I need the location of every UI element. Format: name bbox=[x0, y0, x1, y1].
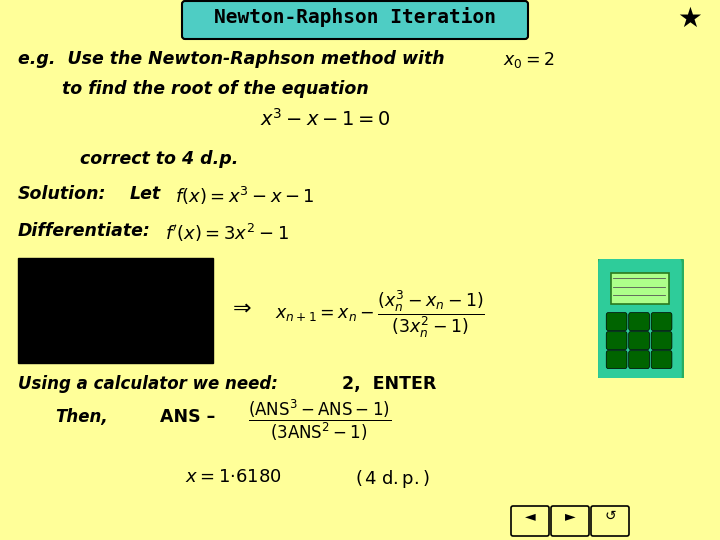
Text: ★: ★ bbox=[678, 5, 703, 33]
Bar bbox=[611, 273, 670, 305]
Text: ↺: ↺ bbox=[604, 509, 616, 523]
Text: $( \, 4 \; \mathrm{d.p.})$: $( \, 4 \; \mathrm{d.p.})$ bbox=[355, 468, 430, 490]
Text: Using a calculator we need:: Using a calculator we need: bbox=[18, 375, 289, 393]
Text: 2,  ENTER: 2, ENTER bbox=[342, 375, 436, 393]
Text: Solution:: Solution: bbox=[18, 185, 107, 203]
Text: ANS –: ANS – bbox=[160, 408, 215, 426]
Text: $f(x) = x^3 - x - 1$: $f(x) = x^3 - x - 1$ bbox=[175, 185, 315, 207]
FancyBboxPatch shape bbox=[651, 350, 672, 368]
FancyBboxPatch shape bbox=[591, 506, 629, 536]
FancyBboxPatch shape bbox=[551, 506, 589, 536]
Text: $\dfrac{(\mathrm{ANS}^3 - \mathrm{ANS} - 1)}{(3\mathrm{ANS}^2 - 1)}$: $\dfrac{(\mathrm{ANS}^3 - \mathrm{ANS} -… bbox=[248, 398, 391, 443]
FancyBboxPatch shape bbox=[182, 1, 528, 39]
FancyBboxPatch shape bbox=[629, 350, 649, 368]
Text: $x_{n+1} = x_n - \dfrac{(x_n^3 - x_n - 1)}{(3x_n^2 - 1)}$: $x_{n+1} = x_n - \dfrac{(x_n^3 - x_n - 1… bbox=[275, 288, 485, 340]
Text: $\Rightarrow$: $\Rightarrow$ bbox=[228, 298, 252, 318]
Text: ►: ► bbox=[564, 509, 575, 523]
FancyBboxPatch shape bbox=[606, 332, 627, 349]
FancyBboxPatch shape bbox=[511, 506, 549, 536]
Text: Then,: Then, bbox=[55, 408, 108, 426]
Text: Newton-Raphson Iteration: Newton-Raphson Iteration bbox=[214, 7, 496, 27]
Text: Let: Let bbox=[130, 185, 161, 203]
Text: $f'(x) = 3x^2 - 1$: $f'(x) = 3x^2 - 1$ bbox=[165, 222, 289, 244]
Text: correct to 4 d.p.: correct to 4 d.p. bbox=[80, 150, 238, 168]
FancyBboxPatch shape bbox=[651, 332, 672, 349]
FancyBboxPatch shape bbox=[606, 350, 627, 368]
Text: to find the root of the equation: to find the root of the equation bbox=[62, 80, 369, 98]
FancyBboxPatch shape bbox=[629, 332, 649, 349]
Text: $x_0 = 2$: $x_0 = 2$ bbox=[503, 50, 554, 70]
Text: e.g.  Use the Newton-Raphson method with: e.g. Use the Newton-Raphson method with bbox=[18, 50, 445, 68]
FancyBboxPatch shape bbox=[606, 313, 627, 330]
FancyBboxPatch shape bbox=[597, 257, 683, 383]
FancyBboxPatch shape bbox=[629, 313, 649, 330]
Text: Differentiate:: Differentiate: bbox=[18, 222, 151, 240]
Text: ◄: ◄ bbox=[525, 509, 535, 523]
FancyBboxPatch shape bbox=[651, 313, 672, 330]
Text: $x = 1{\cdot}6180$: $x = 1{\cdot}6180$ bbox=[185, 468, 282, 486]
Bar bbox=[18, 258, 213, 363]
Text: $x^3 - x - 1 = 0$: $x^3 - x - 1 = 0$ bbox=[260, 108, 391, 130]
